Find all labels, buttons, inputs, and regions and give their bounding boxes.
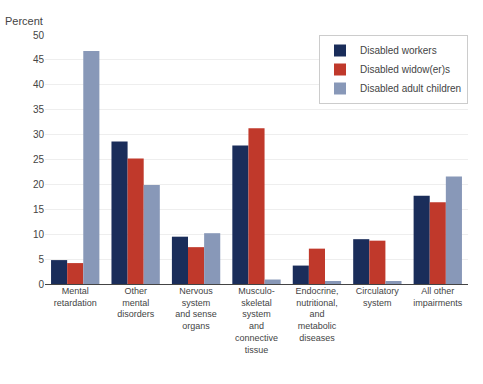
svg-text:50: 50: [33, 30, 45, 41]
svg-text:Disabled workers: Disabled workers: [360, 45, 437, 56]
svg-text:Endocrine,nutritional,andmetab: Endocrine,nutritional,andmetabolicdiseas…: [295, 286, 338, 343]
svg-text:20: 20: [33, 179, 45, 190]
svg-text:45: 45: [33, 54, 45, 65]
svg-text:All otherimpairments: All otherimpairments: [413, 286, 463, 308]
svg-text:40: 40: [33, 79, 45, 90]
svg-text:0: 0: [38, 279, 44, 290]
svg-text:35: 35: [33, 104, 45, 115]
svg-text:Mentalretardation: Mentalretardation: [54, 286, 97, 308]
svg-text:Disabled adult children: Disabled adult children: [360, 83, 461, 94]
svg-text:Nervoussystemand senseorgans: Nervoussystemand senseorgans: [175, 286, 217, 331]
svg-text:15: 15: [33, 204, 45, 215]
svg-text:25: 25: [33, 154, 45, 165]
svg-text:30: 30: [33, 129, 45, 140]
svg-text:Percent: Percent: [5, 15, 43, 27]
svg-text:Disabled widow(er)s: Disabled widow(er)s: [360, 64, 450, 75]
svg-text:10: 10: [33, 229, 45, 240]
svg-text:Musculo-skeletalsystemandconne: Musculo-skeletalsystemandconnectivetissu…: [235, 286, 278, 355]
svg-text:Othermentaldisorders: Othermentaldisorders: [117, 286, 155, 319]
svg-text:Circulatorysystem: Circulatorysystem: [356, 286, 400, 308]
svg-text:5: 5: [38, 254, 44, 265]
